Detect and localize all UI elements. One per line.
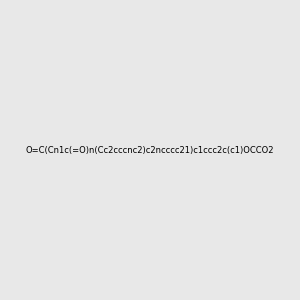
Text: O=C(Cn1c(=O)n(Cc2cccnc2)c2ncccc21)c1ccc2c(c1)OCCO2: O=C(Cn1c(=O)n(Cc2cccnc2)c2ncccc21)c1ccc2…	[26, 146, 274, 154]
